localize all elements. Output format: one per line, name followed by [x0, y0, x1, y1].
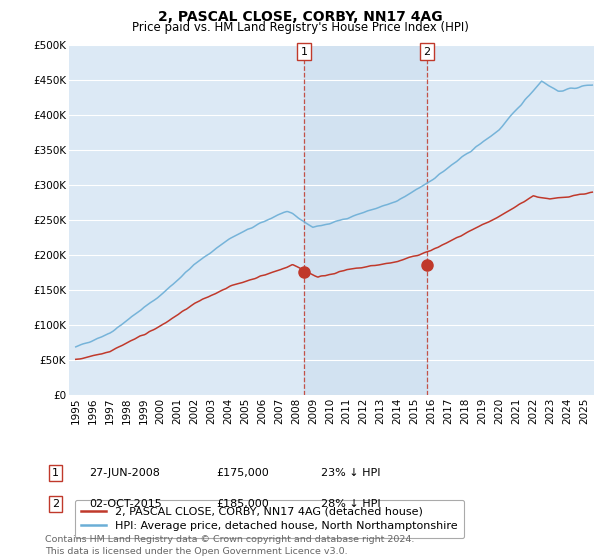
Text: 2, PASCAL CLOSE, CORBY, NN17 4AG: 2, PASCAL CLOSE, CORBY, NN17 4AG	[158, 10, 442, 24]
Text: 1: 1	[301, 47, 308, 57]
Text: Price paid vs. HM Land Registry's House Price Index (HPI): Price paid vs. HM Land Registry's House …	[131, 21, 469, 34]
Text: 28% ↓ HPI: 28% ↓ HPI	[321, 499, 380, 509]
Bar	[304, 45, 427, 395]
Text: 2: 2	[52, 499, 59, 509]
Text: 2: 2	[424, 47, 431, 57]
Text: 02-OCT-2015: 02-OCT-2015	[89, 499, 161, 509]
Text: Contains HM Land Registry data © Crown copyright and database right 2024.
This d: Contains HM Land Registry data © Crown c…	[45, 535, 415, 556]
Text: 1: 1	[52, 468, 59, 478]
Legend: 2, PASCAL CLOSE, CORBY, NN17 4AG (detached house), HPI: Average price, detached : 2, PASCAL CLOSE, CORBY, NN17 4AG (detach…	[74, 500, 464, 538]
Text: £185,000: £185,000	[216, 499, 269, 509]
Text: 27-JUN-2008: 27-JUN-2008	[89, 468, 160, 478]
Text: £175,000: £175,000	[216, 468, 269, 478]
Text: 23% ↓ HPI: 23% ↓ HPI	[321, 468, 380, 478]
